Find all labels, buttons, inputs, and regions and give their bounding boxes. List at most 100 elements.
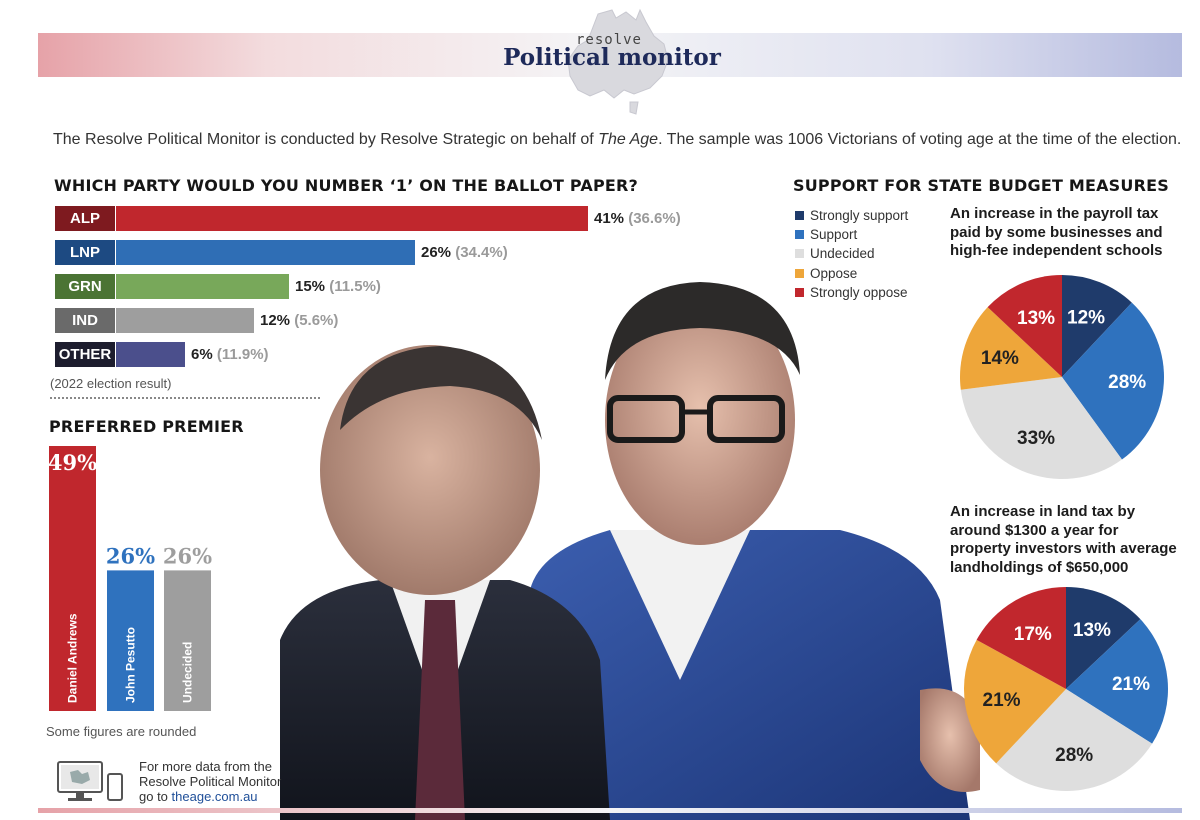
party-bar <box>116 274 289 299</box>
legend-swatch <box>795 230 804 240</box>
pie-legend: Strongly support Support Undecided Oppose St… <box>795 206 908 302</box>
premier-value-label: 26% <box>106 543 155 568</box>
party-bar <box>116 206 588 231</box>
premier-value-label: 26% <box>163 543 212 568</box>
legend-label: Support <box>810 227 858 243</box>
legend-item: Oppose <box>795 264 908 283</box>
legend-label: Oppose <box>810 265 858 281</box>
more-data-text: For more data from the Resolve Political… <box>139 759 281 804</box>
premier-bar <box>164 570 211 711</box>
pie-value-label: 13% <box>1017 308 1055 329</box>
intro-part1: The Resolve Political Monitor is conduct… <box>53 131 599 148</box>
pie-slice <box>1062 302 1164 460</box>
party-tag: LNP <box>55 240 115 265</box>
intro-publication: The Age <box>598 131 659 148</box>
intro-text: The Resolve Political Monitor is conduct… <box>53 131 1181 149</box>
australia-map-icon <box>567 8 669 115</box>
party-value-label: 15% (11.5%) <box>295 278 381 295</box>
legend-label: Strongly oppose <box>810 284 908 300</box>
more-data-line2: Resolve Political Monitor <box>139 774 282 789</box>
party-row-alp: ALP 41% (36.6%) <box>55 206 681 231</box>
premier-name-label: John Pesutto <box>124 627 138 703</box>
question-line: property investors with average <box>950 540 1177 557</box>
legend-item: Undecided <box>795 244 908 263</box>
party-value-label: 12% (5.6%) <box>260 312 339 329</box>
party-vote-title: WHICH PARTY WOULD YOU NUMBER ‘1’ ON THE … <box>54 176 639 195</box>
pie-value-label: 12% <box>1067 307 1105 328</box>
party-row-grn: GRN 15% (11.5%) <box>55 274 381 299</box>
party-value-label: 6% (11.9%) <box>191 346 269 363</box>
pie-value-label: 17% <box>1014 624 1052 645</box>
party-row-lnp: LNP 26% (34.4%) <box>55 240 508 265</box>
party-prev-label: (11.9%) <box>216 346 269 363</box>
party-bar <box>116 342 185 367</box>
legend-item: Support <box>795 225 908 244</box>
pie-value-label: 28% <box>1055 745 1093 766</box>
pie-slice <box>960 377 1122 479</box>
legend-swatch <box>795 268 804 278</box>
party-prev-label: (36.6%) <box>628 210 681 227</box>
more-data-line3: go to theage.com.au <box>139 789 281 804</box>
question-line: landholdings of $650,000 <box>950 558 1129 576</box>
pie-value-label: 28% <box>1108 372 1146 393</box>
party-tag: GRN <box>55 274 115 299</box>
more-data-line1: For more data from the <box>139 759 272 774</box>
premier-bar <box>49 446 96 711</box>
party-value-label: 41% (36.6%) <box>594 210 681 227</box>
devices-icon <box>57 761 123 801</box>
pie-slice <box>1066 619 1168 744</box>
pie-slice <box>976 587 1066 689</box>
pie-slice <box>960 307 1062 390</box>
party-prev-label: (34.4%) <box>455 244 508 261</box>
land-tax-pie: 13% 21% 28% 21% 17% <box>964 587 1168 791</box>
party-row-ind: IND 12% (5.6%) <box>55 308 338 333</box>
party-row-other: OTHER 6% (11.9%) <box>55 342 269 367</box>
pie-value-label: 33% <box>1017 428 1055 449</box>
legend-item: Strongly support <box>795 206 908 225</box>
payroll-tax-question: An increase in the payroll tax paid by so… <box>950 205 1163 261</box>
party-value-label: 26% (34.4%) <box>421 244 508 261</box>
party-prev-label: (11.5%) <box>329 278 381 295</box>
preferred-premier-chart: 49% Daniel Andrews 26% John Pesutto 26% Undec… <box>48 446 212 711</box>
party-tag: ALP <box>55 206 115 231</box>
theage-link[interactable]: theage.com.au <box>171 789 258 804</box>
pie-slice <box>1062 275 1132 377</box>
premier-name-label: Undecided <box>181 642 195 703</box>
question-line: around $1300 a year for <box>950 521 1119 539</box>
party-prev-label: (5.6%) <box>294 312 339 329</box>
legend-label: Undecided <box>810 246 875 262</box>
question-line: high-fee independent schools <box>950 242 1163 259</box>
pie-value-label: 21% <box>1112 674 1150 695</box>
pie-slice <box>1066 587 1141 689</box>
land-tax-question: An increase in land tax by around $1300 a… <box>950 503 1177 577</box>
brand-small: resolve <box>575 32 642 48</box>
party-bar <box>116 240 415 265</box>
question-line: paid by some businesses and <box>950 223 1163 241</box>
more-data-prefix: go to <box>139 789 172 804</box>
premier-bar <box>107 570 154 711</box>
intro-part2: . The sample was 1006 Victorians of voti… <box>658 131 1182 148</box>
pie-slice <box>964 639 1066 764</box>
legend-swatch <box>795 211 804 221</box>
preferred-premier-title: PREFERRED PREMIER <box>49 417 244 436</box>
party-tag: IND <box>55 308 115 333</box>
pie-value-label: 13% <box>1073 620 1111 641</box>
brand-title: Political monitor <box>503 44 721 71</box>
pie-slice <box>987 275 1062 377</box>
pie-value-label: 14% <box>981 348 1019 369</box>
election-result-note: (2022 election result) <box>50 376 172 391</box>
premier-value-label: 49% <box>48 450 97 475</box>
budget-measures-title: SUPPORT FOR STATE BUDGET MEASURES <box>793 176 1169 195</box>
party-bar <box>116 308 254 333</box>
question-line: An increase in the payroll tax <box>950 205 1159 222</box>
pie-slice <box>996 689 1153 791</box>
legend-swatch <box>795 287 804 297</box>
legend-swatch <box>795 249 804 259</box>
payroll-tax-pie: 12% 28% 33% 14% 13% <box>960 275 1164 479</box>
rounding-footnote: Some figures are rounded <box>46 724 197 739</box>
legend-label: Strongly support <box>810 208 909 224</box>
party-tag: OTHER <box>55 342 115 367</box>
question-line: An increase in land tax by <box>950 503 1136 520</box>
dotted-divider <box>50 397 320 399</box>
pie-value-label: 21% <box>983 690 1021 711</box>
